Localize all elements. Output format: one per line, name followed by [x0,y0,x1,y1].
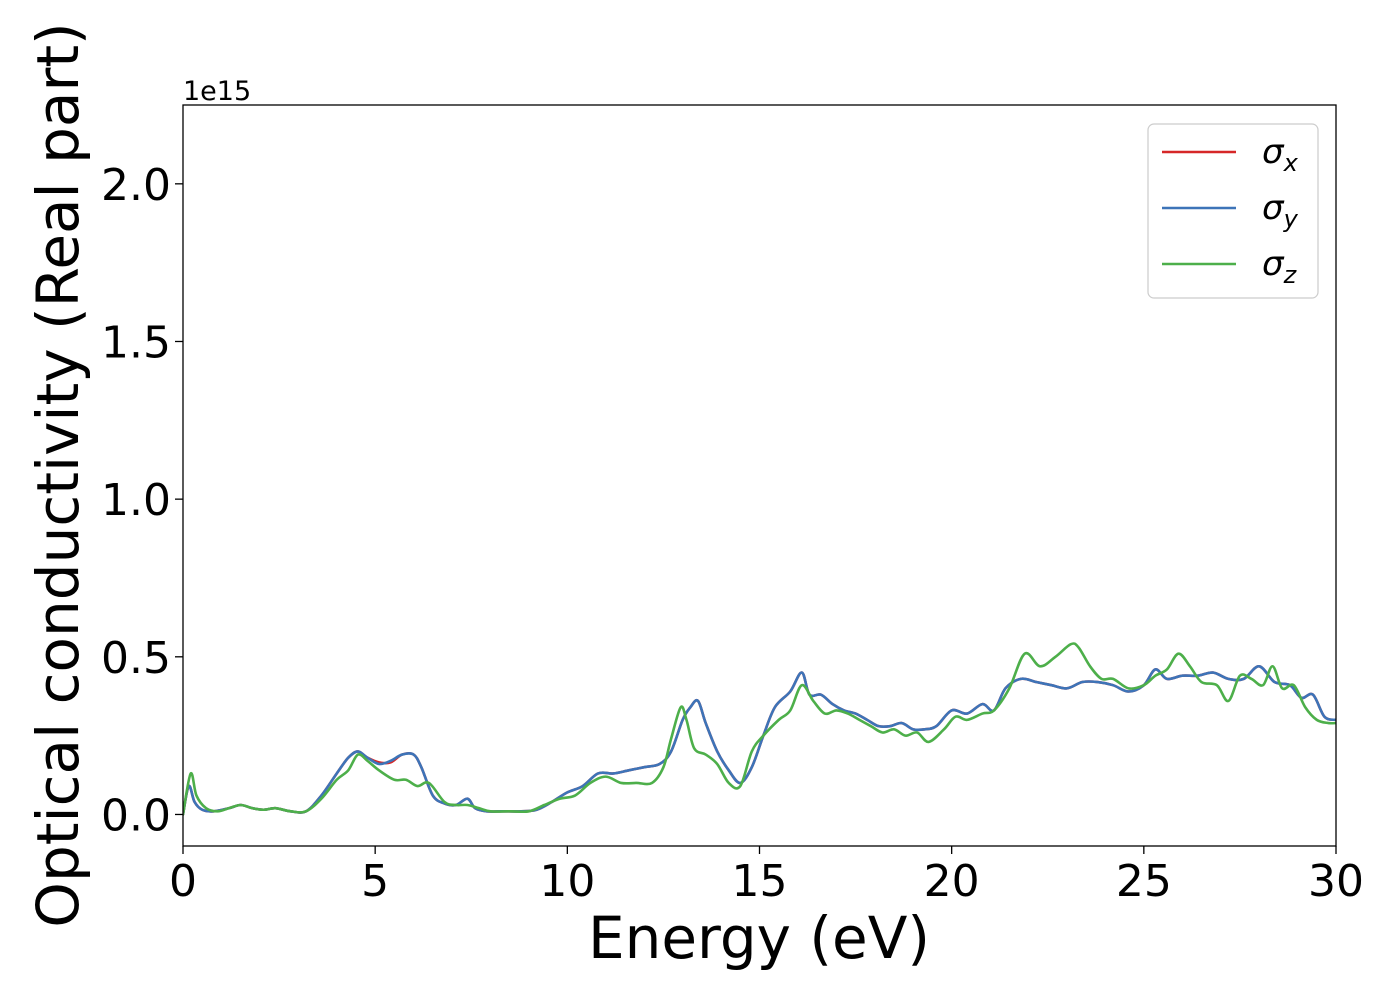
x-tick-label: 30 [1308,856,1364,907]
y-axis-label: Optical conductivity (Real part) [24,22,92,927]
x-axis-label: Energy (eV) [588,904,930,972]
x-tick-label: 25 [1116,856,1172,907]
y-axis-ticks: 0.0 0.5 1.0 1.5 2.0 [101,160,183,841]
legend: σx σy σz [1147,123,1319,299]
x-tick-label: 0 [169,856,197,907]
y-tick-label: 1.0 [101,475,171,526]
series-line-y [183,664,1336,816]
series-layer [183,642,1336,816]
y-offset-label: 1e15 [183,76,251,107]
x-tick-label: 10 [539,856,595,907]
y-tick-label: 2.0 [101,160,171,211]
y-tick-label: 0.0 [101,790,171,841]
legend-label-z: σz [1262,244,1298,289]
x-tick-label: 20 [924,856,980,907]
legend-label-x: σx [1262,132,1299,177]
x-axis-ticks: 0 5 10 15 20 25 30 [169,846,1364,907]
legend-entries: σx σy σz [1162,132,1299,289]
legend-label-y: σy [1262,188,1299,233]
x-tick-label: 15 [732,856,788,907]
y-tick-label: 1.5 [101,317,171,368]
x-tick-label: 5 [361,856,389,907]
series-line-z [183,642,1336,816]
series-clip-group [183,642,1336,816]
y-tick-label: 0.5 [101,633,171,684]
legend-box [1147,123,1319,299]
